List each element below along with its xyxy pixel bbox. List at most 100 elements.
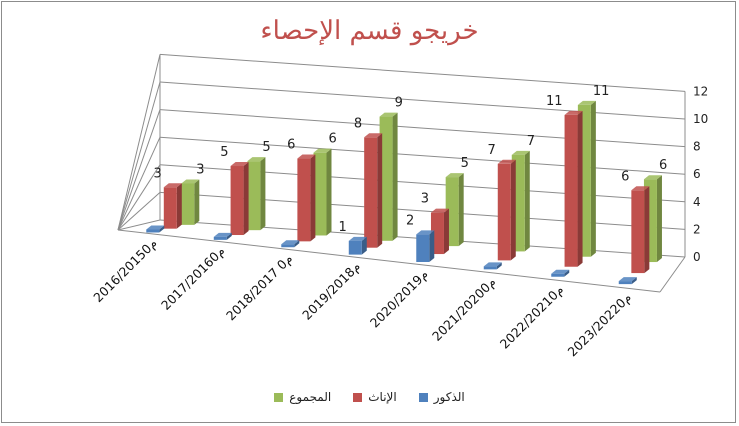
bar xyxy=(364,137,378,248)
y-tick-label: 6 xyxy=(693,167,701,181)
side-gridline xyxy=(117,219,161,231)
legend-item-males: الذكور xyxy=(418,390,465,404)
data-label: 5 xyxy=(461,156,469,171)
bar-top xyxy=(313,148,332,153)
data-label: 7 xyxy=(487,143,495,158)
x-axis-line xyxy=(117,229,661,293)
bar-side xyxy=(226,232,232,240)
data-label: 11 xyxy=(593,84,610,99)
legend-label-males: الذكور xyxy=(433,390,465,404)
bar-side xyxy=(392,112,398,241)
bar-side xyxy=(524,150,530,252)
bar-side xyxy=(496,262,502,270)
bar-side xyxy=(294,240,300,248)
bar-top xyxy=(181,179,200,184)
bar-top xyxy=(230,162,249,167)
data-label: 5 xyxy=(220,145,228,160)
x-tick-label: 2022/20210م xyxy=(497,282,567,352)
bar-side xyxy=(631,277,637,285)
bar-top xyxy=(511,150,530,155)
side-gridline xyxy=(117,81,161,231)
bar xyxy=(416,234,430,262)
bar xyxy=(297,158,311,242)
legend-item-total: المجموع xyxy=(274,390,331,404)
bar-side xyxy=(510,159,516,261)
y-tick-label: 8 xyxy=(693,140,701,154)
data-label: 7 xyxy=(527,134,535,149)
bar-top xyxy=(577,100,596,105)
legend-swatch-total xyxy=(274,392,284,402)
x-tick-label: 2021/20200م xyxy=(429,274,499,344)
bar-top xyxy=(445,173,464,178)
bar-side xyxy=(577,110,583,267)
x-tick-label: 2017/20160م xyxy=(158,243,228,313)
bar-top xyxy=(364,133,383,138)
y-tick-label: 10 xyxy=(693,112,708,126)
bar-top xyxy=(416,230,435,235)
bar-top xyxy=(297,154,316,159)
bar-side xyxy=(429,230,435,262)
bar xyxy=(281,244,295,248)
x-tick-label: 2023/20220م xyxy=(565,290,635,360)
data-label: 3 xyxy=(196,162,204,177)
bar-side xyxy=(458,173,464,247)
bar-top xyxy=(247,157,266,162)
gridline xyxy=(159,136,686,175)
data-label: 3 xyxy=(154,166,162,181)
bar-top xyxy=(618,277,637,282)
bar-side xyxy=(590,100,596,257)
bar-side xyxy=(656,175,662,263)
bar xyxy=(313,152,327,236)
bar xyxy=(181,183,195,225)
bar-top xyxy=(348,236,367,241)
side-gridline xyxy=(117,54,161,231)
bar-top xyxy=(213,232,232,237)
bar-side xyxy=(361,236,367,255)
bar-side xyxy=(194,179,200,225)
data-label: 5 xyxy=(262,140,270,155)
bar xyxy=(551,273,565,277)
legend-label-total: المجموع xyxy=(289,390,332,404)
x-tick-label: 2019/2018م xyxy=(299,259,363,323)
bar-top xyxy=(146,225,165,230)
bar-top xyxy=(564,110,583,115)
data-label: 8 xyxy=(354,116,362,131)
data-label: 9 xyxy=(395,96,403,111)
data-label: 11 xyxy=(546,94,563,109)
data-label: 3 xyxy=(421,192,429,207)
x-tick-label: 2018/2017 0م xyxy=(223,251,295,323)
bar-side xyxy=(310,154,316,242)
bar-top xyxy=(497,159,516,164)
y-tick-label: 0 xyxy=(693,250,701,264)
x-tick-label: 2020/2019م xyxy=(367,266,431,330)
legend-swatch-males xyxy=(418,392,428,402)
bar-side xyxy=(443,208,449,255)
data-label: 1 xyxy=(338,220,346,235)
legend-label-females: الإناث xyxy=(368,390,397,404)
bar-side xyxy=(377,133,383,248)
side-gridline xyxy=(117,164,161,231)
y-tick-label: 12 xyxy=(693,84,708,98)
y-tick-label: 2 xyxy=(693,222,701,236)
bar xyxy=(497,163,511,261)
gridline xyxy=(159,81,686,120)
data-label: 6 xyxy=(621,169,629,184)
y-tick-label: 4 xyxy=(693,195,701,209)
chart-title: خريجو قسم الإحصاء xyxy=(260,16,479,46)
bar xyxy=(247,161,261,231)
bar-side xyxy=(326,148,332,236)
bar xyxy=(163,187,177,229)
bar-side xyxy=(243,162,249,236)
data-label: 2 xyxy=(406,213,414,228)
chart-legend: المجموع الإناث الذكور xyxy=(0,390,739,404)
floor-right-edge xyxy=(659,256,686,293)
bar-top xyxy=(163,183,182,188)
bar-side xyxy=(159,225,165,233)
x-tick-label: 2016/20150م xyxy=(90,235,160,305)
legend-swatch-females xyxy=(353,392,363,402)
gridline xyxy=(159,109,686,148)
side-gridline xyxy=(117,192,161,231)
bar xyxy=(213,236,227,240)
bar xyxy=(564,114,578,267)
